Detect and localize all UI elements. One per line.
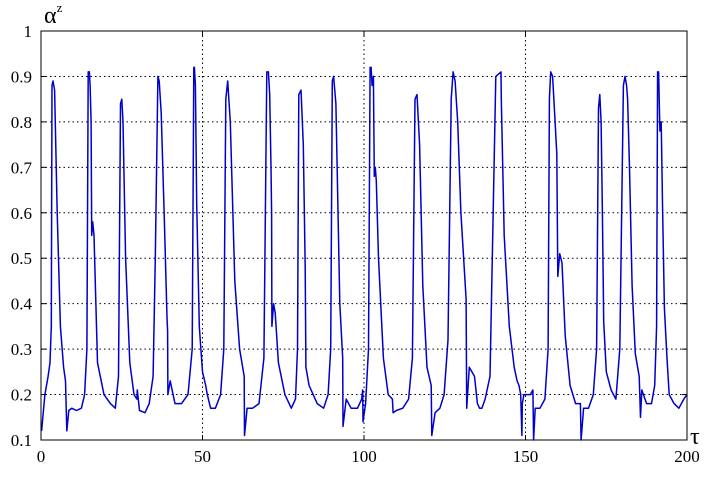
y-tick-label: 0.3 — [11, 340, 32, 359]
axis-ticks: 0.1 0.2 0.3 0.4 0.5 0.6 0.7 0.8 0.9 1 0 50 100 150 200 — [11, 22, 700, 466]
x-tick-label: 200 — [674, 447, 700, 466]
x-tick-label: 100 — [351, 447, 377, 466]
y-tick-label: 0.7 — [11, 158, 33, 177]
y-tick-label: 0.1 — [11, 431, 32, 450]
x-axis-label: τ — [690, 424, 700, 450]
y-tick-label: 0.4 — [11, 295, 33, 314]
y-tick-label: 0.5 — [11, 249, 32, 268]
y-tick-label: 0.2 — [11, 386, 32, 405]
y-axis-label-superscript: z — [57, 0, 63, 15]
series-line — [40, 66, 688, 441]
x-tick-label: 150 — [513, 447, 539, 466]
grid-lines — [41, 31, 687, 440]
y-tick-label: 1 — [24, 22, 33, 41]
series-layer — [40, 66, 688, 441]
y-axis-label-base: α — [44, 3, 57, 29]
y-tick-label: 0.6 — [11, 204, 32, 223]
x-tick-label: 50 — [194, 447, 211, 466]
y-axis-label: αz — [44, 0, 63, 29]
y-tick-label: 0.8 — [11, 113, 32, 132]
x-tick-label: 0 — [37, 447, 46, 466]
y-tick-label: 0.9 — [11, 67, 32, 86]
